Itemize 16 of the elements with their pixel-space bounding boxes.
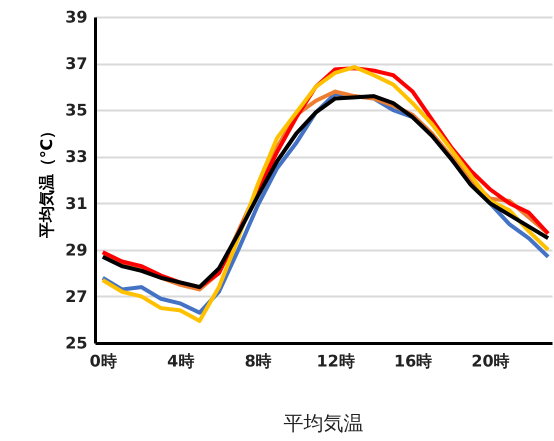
x-tick-label: 16時 bbox=[394, 352, 432, 370]
y-tick-label: 31 bbox=[65, 194, 88, 213]
x-tick-label: 8時 bbox=[244, 352, 272, 370]
y-tick-label: 35 bbox=[65, 100, 88, 120]
y-tick-label: 37 bbox=[65, 54, 88, 74]
y-tick-label: 27 bbox=[65, 286, 88, 306]
text: 平均気温 bbox=[284, 411, 364, 435]
y-tick-label: 33 bbox=[65, 147, 88, 166]
y-tick-label: 25 bbox=[65, 334, 88, 352]
x-tick-label: 4時 bbox=[167, 352, 194, 370]
y-axis-title: 平均気温（℃） bbox=[37, 122, 56, 240]
y-tick-label: 39 bbox=[65, 8, 88, 26]
x-tick-label: 0時 bbox=[90, 352, 117, 370]
y-tick-label: 29 bbox=[65, 240, 88, 260]
x-tick-label: 12時 bbox=[316, 352, 355, 370]
x-tick-label: 20時 bbox=[471, 352, 510, 370]
